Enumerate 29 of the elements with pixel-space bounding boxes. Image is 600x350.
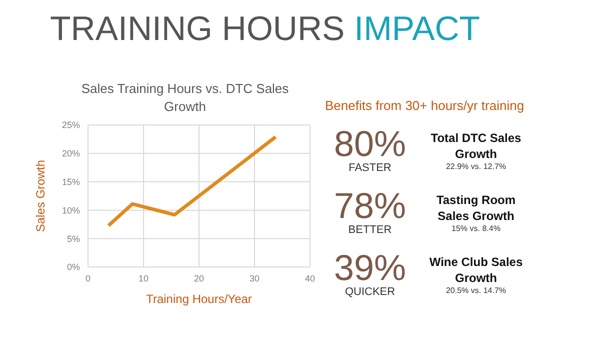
text: Wine Club Sales Growth	[428, 254, 524, 286]
x-tick-label: 40	[304, 273, 316, 284]
x-tick-label: 30	[249, 273, 260, 284]
chart-title: TRAINING HOURS IMPACT	[50, 10, 480, 49]
text: 78%	[332, 185, 408, 226]
y-tick-label: 5%	[66, 234, 80, 244]
chart-subtitle: Sales Training Hours vs. DTC Sales Growth	[80, 80, 290, 116]
text: Benefits from 30+ hours/yr training	[325, 98, 526, 113]
text: 20.5% vs. 14.7%	[444, 286, 508, 294]
y-tick-label: 10%	[62, 205, 80, 216]
y-tick-label: 25%	[62, 120, 80, 130]
text: Total DTC Sales Growth	[430, 130, 522, 162]
line-series	[106, 135, 278, 228]
y-axis-title: Sales Growth	[33, 160, 48, 232]
y-tick-label: 0%	[66, 262, 80, 272]
text: 80%	[332, 123, 408, 164]
text: FASTER	[348, 162, 392, 174]
text: QUICKER	[344, 286, 396, 298]
x-axis-title: Training Hours/Year	[146, 292, 252, 306]
text: BETTER	[347, 224, 393, 236]
text: 15% vs. 8.4%	[450, 224, 502, 232]
y-tick-label: 20%	[62, 148, 80, 159]
x-tick-label: 20	[194, 273, 204, 284]
text: 39%	[332, 247, 408, 288]
x-tick-label: 0	[85, 273, 91, 284]
text: Tasting Room Sales Growth	[435, 192, 517, 224]
text: 22.9% vs. 12.7%	[444, 162, 508, 170]
y-tick-label: 15%	[62, 176, 80, 187]
x-tick-label: 10	[138, 273, 149, 284]
